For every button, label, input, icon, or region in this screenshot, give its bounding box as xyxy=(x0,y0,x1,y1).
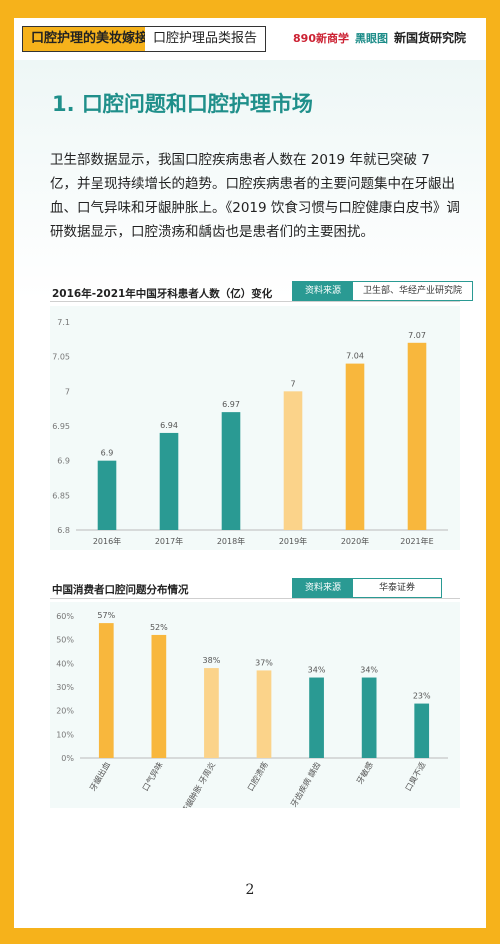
logo-xinguohuo: 新国货研究院 xyxy=(393,31,466,45)
data-label: 34% xyxy=(360,666,378,675)
publisher-logos: 890新商学 黑眼图 新国货研究院 xyxy=(293,29,466,46)
bar xyxy=(407,342,427,530)
x-tick-label: 2017年 xyxy=(155,536,183,546)
x-tick-label: 牙齿疾病 龋齿 xyxy=(288,760,322,808)
report-category-tag: 口腔护理品类报告 xyxy=(145,26,267,52)
bar xyxy=(345,363,365,530)
x-tick-label: 2020年 xyxy=(341,536,369,546)
y-tick-label: 7 xyxy=(65,387,70,396)
header-background xyxy=(14,60,486,300)
chart2-source-box: 资料来源 华泰证券 xyxy=(292,578,443,598)
bar xyxy=(204,668,219,758)
bar xyxy=(98,623,114,758)
bar xyxy=(414,703,430,758)
x-tick-label: 2021年E xyxy=(400,536,433,546)
page-number: 2 xyxy=(245,882,255,898)
bar xyxy=(361,677,377,758)
x-tick-label: 牙敏感 xyxy=(354,760,375,786)
y-tick-label: 10% xyxy=(56,730,74,739)
bar xyxy=(309,677,324,758)
data-label: 34% xyxy=(308,666,326,675)
chart1-source-label: 资料来源 xyxy=(293,282,354,300)
chart1-plot: 6.8 6.85 6.9 6.95 7 7.05 7.1 6.9 2016年 6.94 2017年 6… xyxy=(52,318,448,546)
y-tick-label: 60% xyxy=(56,612,74,621)
y-tick-label: 6.85 xyxy=(52,491,70,500)
chart1-source-value: 卫生部、华经产业研究院 xyxy=(353,282,473,300)
bar xyxy=(151,634,167,758)
data-label: 52% xyxy=(150,623,168,632)
bar xyxy=(97,460,117,530)
y-tick-label: 30% xyxy=(56,683,74,692)
data-label: 7 xyxy=(290,379,295,388)
x-tick-label: 口气异味 xyxy=(140,760,165,793)
y-tick-label: 0% xyxy=(61,754,74,763)
data-label: 6.94 xyxy=(160,421,178,430)
x-tick-label: 2019年 xyxy=(279,536,307,546)
logo-890: 890新商学 xyxy=(293,31,349,45)
data-label: 7.07 xyxy=(408,331,426,340)
chart1-background xyxy=(50,306,460,550)
chart1-source-box: 资料来源 卫生部、华经产业研究院 xyxy=(292,281,474,301)
x-tick-label: 2018年 xyxy=(217,536,245,546)
y-tick-label: 6.8 xyxy=(57,526,70,535)
chart1-title: 2016年-2021年中国牙科患者人数（亿）变化 xyxy=(52,288,273,300)
data-label: 38% xyxy=(203,656,221,665)
y-tick-label: 50% xyxy=(56,636,74,645)
data-label: 37% xyxy=(255,658,273,667)
chart2-background xyxy=(50,602,460,808)
data-label: 57% xyxy=(97,611,115,620)
x-tick-label: 口腔溃疡 xyxy=(245,760,270,793)
data-label: 6.97 xyxy=(222,400,240,409)
chart2-title: 中国消费者口腔问题分布情况 xyxy=(52,584,189,596)
chart2-plot: 0% 10% 20% 30% 40% 50% 60% 57% 牙龈出血 52% 口气异味 38% 牙龈肿… xyxy=(56,611,448,808)
section-title: 1. 口腔问题和口腔护理市场 xyxy=(52,92,313,116)
x-tick-label: 口臭不适 xyxy=(403,760,428,793)
y-tick-label: 7.05 xyxy=(52,353,70,362)
chart1-divider xyxy=(50,301,460,302)
section-paragraph: 卫生部数据显示，我国口腔疾病患者人数在 2019 年就已突破 7 亿，并呈现持续… xyxy=(50,152,460,240)
data-label: 7.04 xyxy=(346,352,364,361)
x-tick-label: 牙龈出血 xyxy=(87,760,112,793)
x-tick-label: 牙龈肿胀 牙周炎 xyxy=(179,760,217,808)
report-topic-tag: 口腔护理的美妆嫁接 xyxy=(22,26,158,52)
chart2-divider xyxy=(50,598,460,599)
y-tick-label: 20% xyxy=(56,707,74,716)
bar xyxy=(159,432,179,530)
bar xyxy=(221,412,241,530)
chart2-source-label: 资料来源 xyxy=(293,579,354,597)
y-tick-label: 6.95 xyxy=(52,422,70,431)
x-tick-label: 2016年 xyxy=(93,536,121,546)
y-tick-label: 6.9 xyxy=(57,457,70,466)
bar xyxy=(283,391,303,530)
data-label: 6.9 xyxy=(101,449,114,458)
data-label: 23% xyxy=(413,692,431,701)
bar xyxy=(256,670,272,758)
y-tick-label: 7.1 xyxy=(57,318,70,327)
chart2-source-value: 华泰证券 xyxy=(353,579,442,597)
y-tick-label: 40% xyxy=(56,659,74,668)
logo-heiyan: 黑眼图 xyxy=(354,31,388,45)
